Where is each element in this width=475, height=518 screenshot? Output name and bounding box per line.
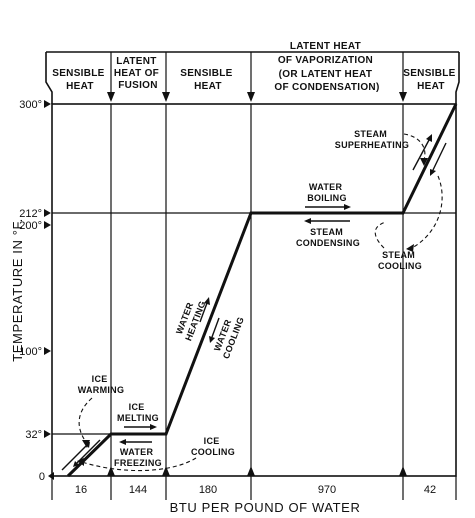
ice-cooling-annotation: ICE COOLING bbox=[77, 436, 235, 472]
y-tick-212: 212° bbox=[19, 208, 42, 220]
header-latent-fusion: LATENT HEAT OF FUSION bbox=[114, 56, 162, 91]
steam-cooling-annotation: STEAM COOLING bbox=[374, 175, 443, 271]
x-axis-title: BTU PER POUND OF WATER bbox=[170, 500, 361, 515]
y-tick-300: 300° bbox=[19, 99, 42, 111]
x-segment-970: 970 bbox=[318, 484, 336, 496]
ice-warming-annotation: ICE WARMING bbox=[61, 374, 125, 471]
ice-melting-annotation: ICE MELTING bbox=[117, 402, 159, 430]
steam-condensing-annotation: STEAM CONDENSING bbox=[296, 218, 360, 248]
y-tick-200: 200° bbox=[19, 220, 42, 232]
svg-text:WATER COOLING: WATER COOLING bbox=[211, 312, 246, 361]
water-freezing-annotation: WATER FREEZING bbox=[114, 439, 162, 468]
y-axis: TEMPERATURE IN °F. 0 32° 100° 200° 212° … bbox=[10, 99, 54, 483]
x-segment-180: 180 bbox=[199, 484, 217, 496]
svg-text:ICE COOLING: ICE COOLING bbox=[191, 436, 235, 457]
y-tick-100: 100° bbox=[19, 346, 42, 358]
plot-area bbox=[51, 103, 457, 477]
y-axis-title: TEMPERATURE IN °F. bbox=[10, 218, 25, 362]
svg-text:WATER BOILING: WATER BOILING bbox=[307, 182, 347, 203]
phase-header-band: SENSIBLE HEAT LATENT HEAT OF FUSION SENS… bbox=[45, 41, 460, 104]
water-cooling-annotation: WATER COOLING bbox=[209, 312, 246, 361]
plot-frame bbox=[51, 103, 457, 477]
header-sensible-heat-2: SENSIBLE HEAT bbox=[180, 68, 236, 92]
y-tick-32: 32° bbox=[25, 429, 42, 441]
water-boiling-annotation: WATER BOILING bbox=[305, 182, 351, 210]
svg-text:ICE WARMING: ICE WARMING bbox=[78, 374, 125, 395]
header-sensible-heat-3: SENSIBLE HEAT bbox=[403, 68, 459, 92]
svg-text:STEAM SUPERHEATING: STEAM SUPERHEATING bbox=[335, 129, 409, 150]
heating-curve bbox=[66, 103, 458, 478]
svg-text:STEAM COOLING: STEAM COOLING bbox=[378, 250, 422, 271]
header-latent-vaporization: LATENT HEAT OF VAPORIZATION (OR LATENT H… bbox=[274, 41, 379, 93]
steam-superheating-annotation: STEAM SUPERHEATING bbox=[335, 129, 447, 176]
x-segment-42: 42 bbox=[424, 484, 436, 496]
y-tick-0: 0 bbox=[39, 471, 45, 483]
svg-text:STEAM CONDENSING: STEAM CONDENSING bbox=[296, 227, 360, 248]
x-axis: 16 144 180 970 42 BTU PER POUND OF WATER bbox=[51, 466, 457, 515]
x-segment-144: 144 bbox=[129, 484, 147, 496]
header-sensible-heat-1: SENSIBLE HEAT bbox=[52, 68, 108, 92]
x-segment-16: 16 bbox=[75, 484, 87, 496]
svg-text:ICE MELTING: ICE MELTING bbox=[117, 402, 159, 423]
svg-text:WATER FREEZING: WATER FREEZING bbox=[114, 447, 162, 468]
